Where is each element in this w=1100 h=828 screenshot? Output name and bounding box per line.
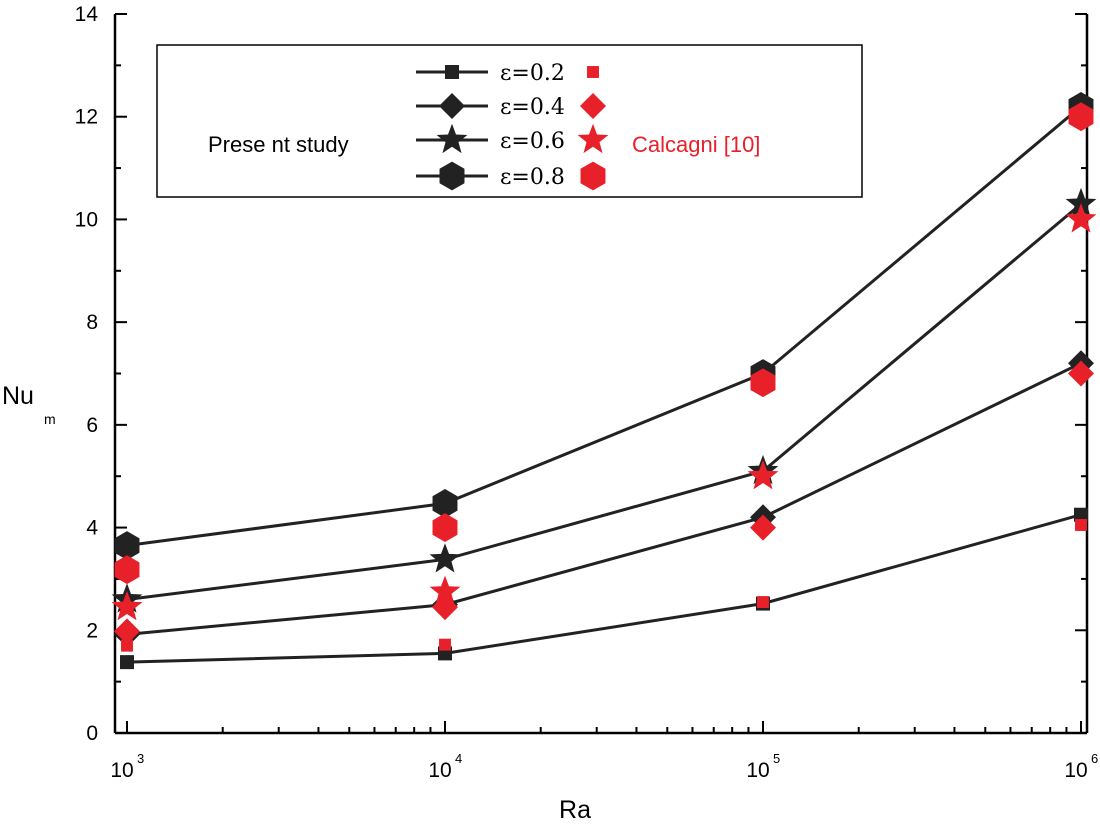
legend-reference-marker [580, 93, 606, 119]
legend-study-marker [445, 65, 459, 79]
y-axis-title-subscript: m [44, 411, 56, 427]
legend-series-label: ε=0.8 [500, 165, 565, 190]
legend-frame [156, 44, 863, 198]
legend-entries: ε=0.2 ε=0.4 ε=0.6 ε=0.8 [416, 61, 609, 191]
legend-study-marker [439, 161, 465, 191]
reference-marker [750, 514, 776, 541]
series-line [126, 361, 1082, 636]
reference-marker [114, 555, 140, 585]
axes-group: 0 2 4 6 8 10 12 14 10 3 10 4 10 5 10 6 [75, 3, 1099, 782]
legend-series-label: ε=0.4 [500, 95, 565, 120]
legend-reference-marker [577, 123, 609, 154]
x-tick-label-exponent: 6 [1091, 751, 1098, 766]
legend: Prese nt study Calcagni [10] ε=0.2ε=0.4ε… [156, 44, 863, 198]
legend-group-label: Prese nt study [208, 132, 349, 157]
series-line [126, 202, 1082, 601]
study-marker [429, 543, 461, 573]
reference-marker [111, 590, 143, 621]
reference-marker [1065, 203, 1097, 233]
x-tick-label-exponent: 5 [773, 751, 780, 766]
study-marker [1074, 507, 1088, 522]
markers-group [111, 92, 1097, 670]
legend-study-marker [439, 93, 465, 119]
x-tick-label-exponent: 3 [137, 751, 144, 766]
y-tick-label: 4 [86, 517, 98, 540]
y-tick-label: 14 [75, 3, 99, 26]
study-marker [120, 655, 134, 670]
series-lines-group [126, 105, 1082, 664]
reference-marker [757, 596, 769, 608]
y-tick-label: 6 [86, 414, 98, 437]
reference-marker [747, 460, 779, 490]
legend-reference-marker [587, 66, 599, 78]
reference-marker [1068, 102, 1094, 132]
legend-study-marker [436, 123, 468, 154]
y-tick-label: 10 [75, 208, 98, 231]
y-tick-label: 8 [86, 311, 98, 334]
legend-reference-marker [580, 161, 606, 191]
x-tick-label: 10 [428, 759, 451, 782]
reference-marker [1075, 519, 1087, 531]
reference-marker [432, 513, 458, 542]
x-tick-label-exponent: 4 [455, 751, 462, 766]
series-line [126, 513, 1082, 664]
x-axis-title: Ra [559, 796, 591, 824]
reference-marker [114, 618, 140, 645]
study-marker [114, 531, 140, 560]
reference-marker [439, 638, 451, 651]
legend-series-label: ε=0.6 [500, 129, 565, 154]
x-tick-label: 10 [746, 759, 769, 782]
y-tick-label: 0 [86, 722, 98, 745]
y-tick-label: 12 [75, 106, 98, 129]
study-marker [432, 489, 458, 518]
reference-marker [750, 368, 776, 398]
study-marker [1065, 187, 1097, 218]
series-line [126, 105, 1082, 547]
reference-marker [121, 639, 133, 652]
legend-reference-label: Calcagni [10] [632, 132, 760, 157]
x-tick-label: 10 [110, 759, 133, 782]
y-axis-title: Nu [2, 382, 34, 410]
legend-series-label: ε=0.2 [500, 61, 565, 86]
reference-marker [1068, 360, 1094, 387]
y-tick-label: 2 [86, 619, 98, 642]
reference-marker [429, 575, 461, 605]
x-tick-label: 10 [1064, 759, 1087, 782]
